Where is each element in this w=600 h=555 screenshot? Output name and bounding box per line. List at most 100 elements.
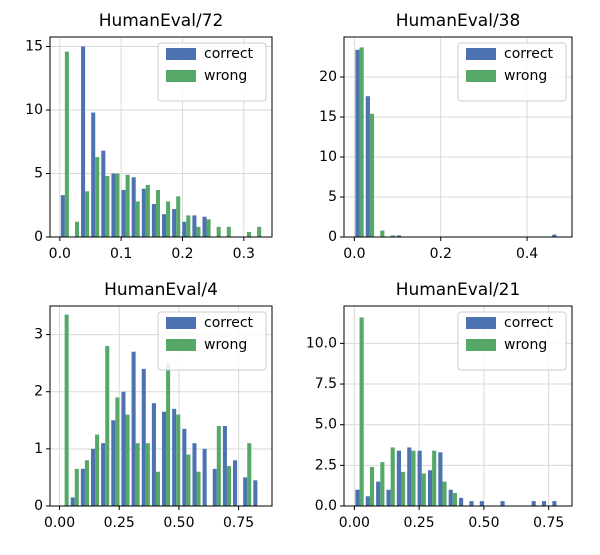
bar [176,196,181,237]
bar [105,346,110,506]
legend-label: correct [504,46,554,62]
bar [531,501,536,506]
bar [141,368,146,506]
bar [145,184,150,237]
y-tick-label: 0.0 [315,498,337,514]
bar [182,428,187,506]
bar [369,466,375,506]
bar [216,226,221,237]
legend-swatch [466,339,496,351]
bar [172,408,177,506]
legend-swatch [466,48,496,60]
bar [151,203,156,237]
bar [186,454,191,506]
bar [74,221,80,237]
bar [196,471,201,506]
bar [182,221,187,237]
bar [64,51,69,237]
bar [176,414,181,506]
bar [166,363,171,506]
x-tick-label: 0.75 [533,515,564,531]
x-tick-label: 0.00 [339,515,370,531]
subplot-title: HumanEval/21 [396,280,521,300]
bar [479,501,484,506]
bar [192,443,197,506]
bar [74,468,79,506]
y-tick-label: 15 [319,109,337,125]
bar [121,391,126,506]
legend-label: correct [204,315,254,331]
bar [212,468,217,506]
bar [365,496,370,506]
bar [359,47,364,238]
bar [448,489,453,506]
y-tick-label: 0 [34,498,43,514]
y-tick-label: 15 [25,39,43,55]
bar [115,397,120,506]
legend-label: wrong [504,337,547,353]
bar [359,317,364,506]
bar [552,501,557,506]
bar [90,448,96,506]
bar [186,215,191,237]
bar [500,501,505,506]
legend-swatch [466,70,496,82]
subplot-title: HumanEval/72 [99,11,224,31]
bar [125,414,130,506]
bar [432,450,437,506]
legend-label: wrong [504,68,547,84]
legend-label: wrong [204,68,247,84]
bar [162,214,167,237]
x-tick-label: 0.50 [163,515,194,531]
bar [151,403,156,506]
bar [192,215,197,237]
bar [222,426,227,506]
x-tick-label: 0.1 [110,246,132,262]
y-tick-label: 10 [319,149,337,165]
bar [421,473,426,506]
bar [459,497,464,506]
bar [438,452,443,506]
axes-frame [343,36,573,238]
bar [202,216,207,237]
bar [247,443,252,506]
axes-frame [49,36,273,238]
legend-swatch [166,70,196,82]
bar [145,443,150,506]
bar [407,447,412,506]
subplot: HumanEval/21 0.00 0.25 0.50 0.75 0.0 2.5 5.0 7.5… [306,280,573,531]
bar [365,96,370,237]
bar [91,112,96,237]
x-tick-label: 0.0 [343,246,365,262]
bar [396,235,401,237]
bar [141,188,146,237]
bar [162,411,167,506]
x-tick-label: 0.2 [171,246,193,262]
bar [396,450,401,506]
subplot-title: HumanEval/4 [104,280,218,300]
bar [125,174,130,237]
subplot-title: HumanEval/38 [396,11,521,31]
bar [469,501,474,506]
bar [155,190,160,237]
bar [247,231,252,237]
legend-label: correct [504,315,554,331]
bar [135,201,140,237]
y-tick-label: 2 [34,384,43,400]
bar [452,492,457,506]
y-tick-label: 0 [34,229,43,245]
bar [105,176,110,237]
bar [121,190,126,237]
bar [95,434,100,506]
bar [81,46,86,238]
y-tick-label: 20 [319,69,337,85]
y-tick-label: 5.0 [315,417,337,433]
bar [206,219,211,237]
axes-frame [49,305,273,507]
legend-swatch [166,48,196,60]
bar [70,497,75,506]
bar [101,150,106,237]
legend-swatch [166,339,196,351]
bar [202,448,207,506]
legend-label: wrong [204,337,247,353]
